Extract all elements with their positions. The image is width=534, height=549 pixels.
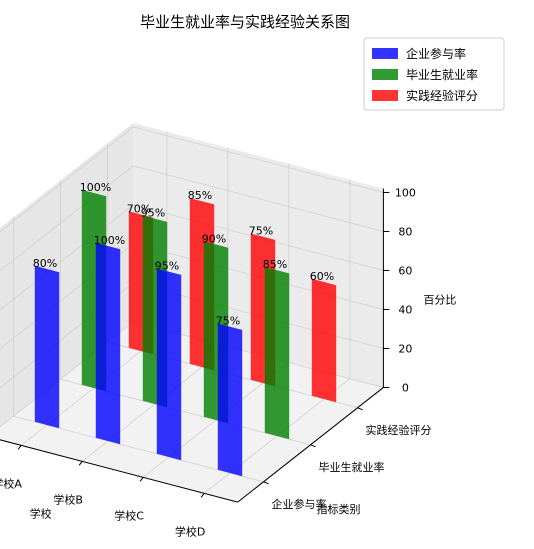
y-tick-label: 实践经验评分 xyxy=(366,423,432,437)
legend-swatch xyxy=(372,48,398,59)
data-labels: 70% 85% 75% 60% 100% 95% 90% 85% 80% 100% 95% 75% xyxy=(33,181,334,328)
x-tick-label: 学校A xyxy=(0,476,22,490)
legend-entry: 企业参与率 xyxy=(406,46,466,61)
z-gridline xyxy=(133,126,384,193)
bar xyxy=(34,265,60,429)
bar xyxy=(311,278,337,403)
chart-title: 毕业生就业率与实践经验关系图 xyxy=(140,13,350,31)
bar xyxy=(95,242,121,445)
z-tick-label: 0 xyxy=(402,381,409,394)
legend-entry: 实践经验评分 xyxy=(406,88,478,103)
y-tick-label: 毕业生就业率 xyxy=(319,460,385,474)
data-label: 100% xyxy=(80,181,111,194)
legend-swatch xyxy=(372,69,398,80)
x-tick xyxy=(139,477,144,482)
data-label: 95% xyxy=(155,260,179,273)
z-tick-label: 40 xyxy=(398,303,412,316)
x-tick-label: 学校D xyxy=(175,524,205,538)
z-tick-label: 60 xyxy=(398,264,412,277)
z-tick-label: 20 xyxy=(398,342,412,355)
data-label: 100% xyxy=(94,234,125,247)
x-tick xyxy=(200,493,205,498)
y-tick xyxy=(263,481,269,485)
data-label: 75% xyxy=(216,315,240,328)
y-tick-label: 企业参与率 xyxy=(272,497,327,511)
data-label: 75% xyxy=(249,225,273,238)
data-label: 85% xyxy=(188,189,212,202)
z-gridline xyxy=(133,165,384,232)
axes: 学校A 学校B 学校C 学校D 企业参与率 毕业生就业率 实践经验评分 0 20 40 60 80 10… xyxy=(0,186,456,538)
y-tick xyxy=(310,444,316,448)
y-tick xyxy=(357,407,363,411)
x-tick xyxy=(78,461,83,466)
legend-swatch xyxy=(372,90,398,101)
data-label: 80% xyxy=(33,257,57,270)
z-tick-label: 100 xyxy=(395,186,416,199)
z-axis-label: 百分比 xyxy=(423,294,456,307)
x-axis-line xyxy=(0,439,238,503)
bars xyxy=(34,189,337,477)
data-label: 95% xyxy=(141,207,165,220)
x-tick-label: 学校B xyxy=(53,492,83,506)
bar xyxy=(264,267,290,440)
x-axis-label: 学校 xyxy=(30,506,52,520)
bar xyxy=(156,268,182,461)
y-axis-label: 指标类别 xyxy=(317,502,361,516)
legend-entry: 毕业生就业率 xyxy=(406,67,478,82)
z-tick-label: 80 xyxy=(398,225,412,238)
x-tick-label: 学校C xyxy=(114,508,144,522)
data-label: 85% xyxy=(263,258,287,271)
bar xyxy=(217,323,243,477)
data-label: 70% xyxy=(127,202,151,215)
legend-box xyxy=(363,37,505,111)
x-tick xyxy=(17,445,22,450)
data-label: 90% xyxy=(202,232,226,245)
data-label: 60% xyxy=(310,270,334,283)
